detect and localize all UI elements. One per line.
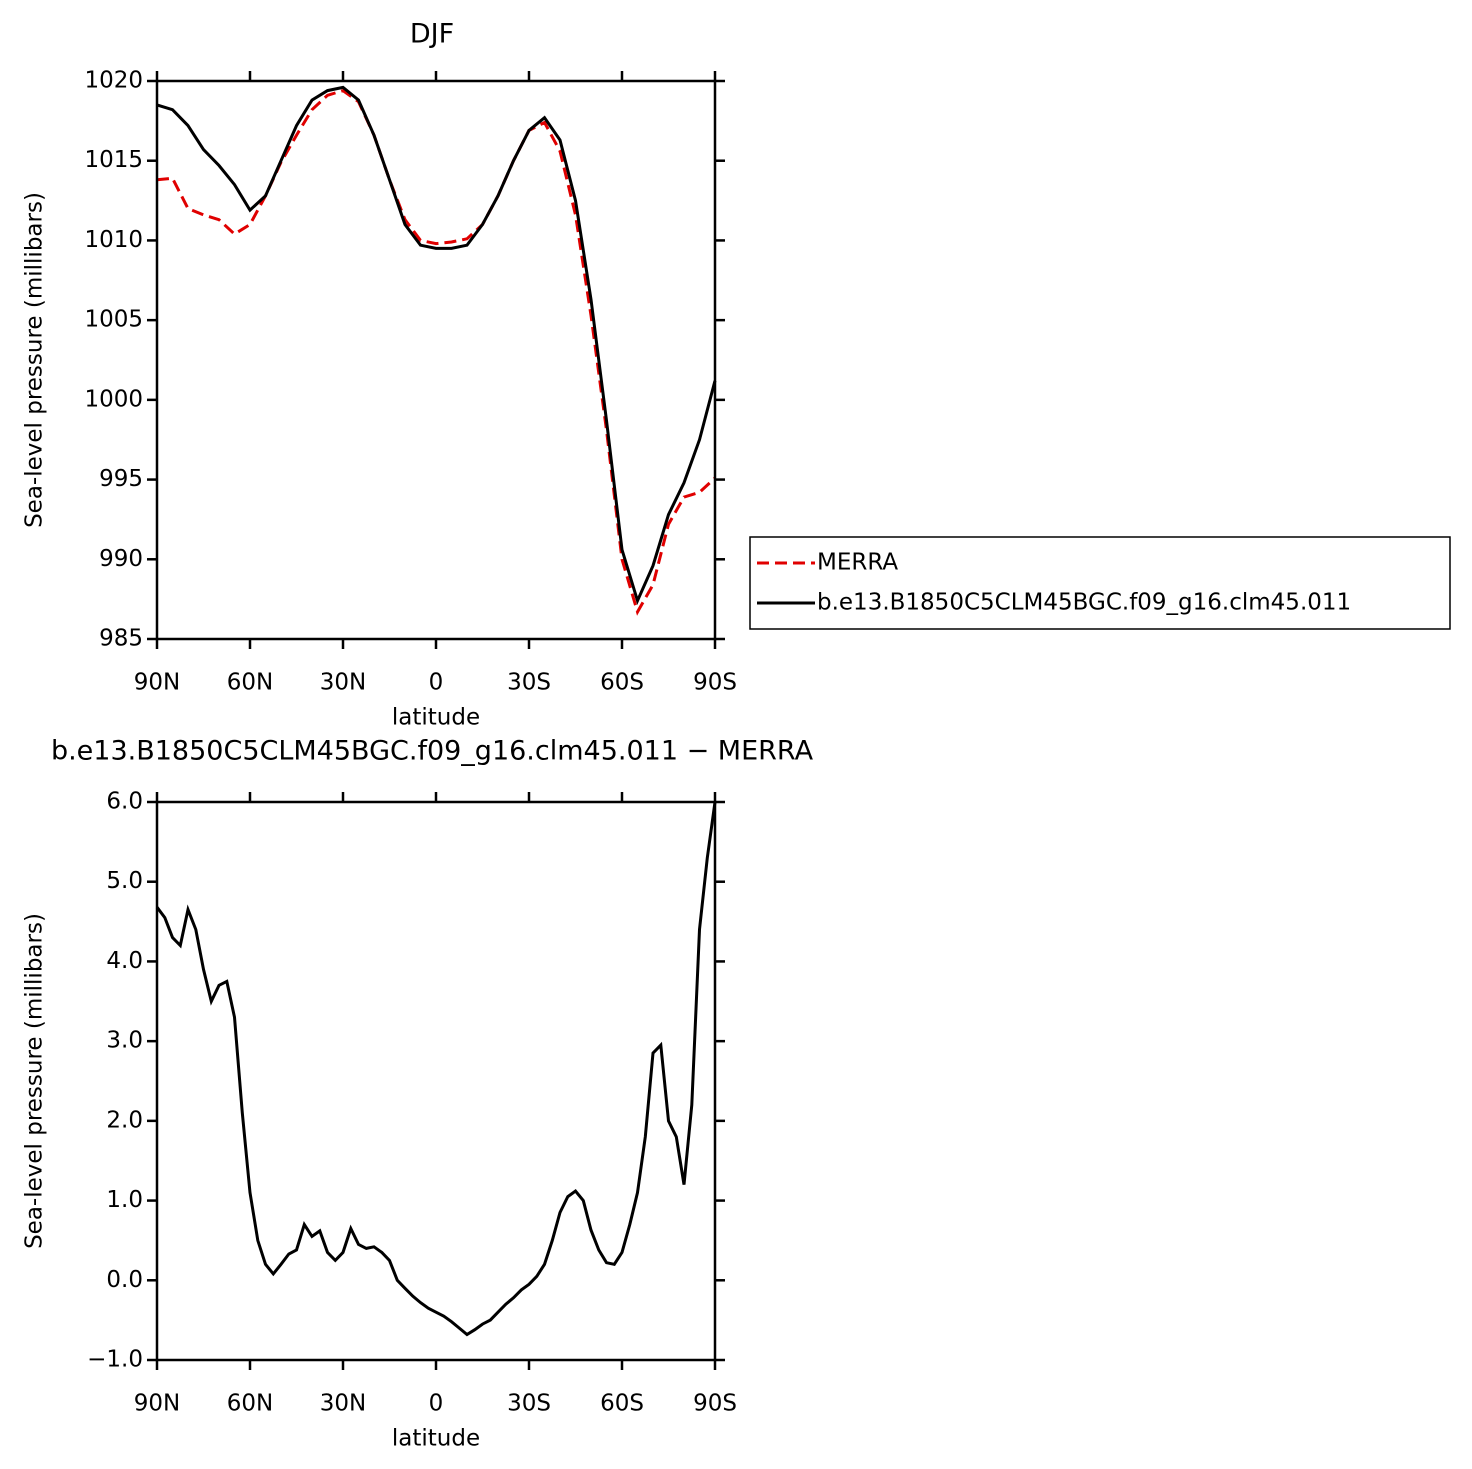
x-tick-label: 0 bbox=[429, 1391, 444, 1417]
y-axis-label: Sea-level pressure (millibars) bbox=[22, 913, 48, 1249]
y-tick-label: 2.0 bbox=[106, 1107, 143, 1133]
y-tick-label: 995 bbox=[99, 466, 143, 492]
y-tick-label: 5.0 bbox=[106, 868, 143, 894]
y-tick-label: 1015 bbox=[84, 147, 143, 173]
chart-title: DJF bbox=[410, 19, 454, 50]
x-tick-label: 90S bbox=[693, 670, 737, 696]
y-tick-label: 6.0 bbox=[106, 789, 143, 815]
x-tick-label: 90N bbox=[134, 1391, 180, 1417]
x-tick-label: 0 bbox=[429, 670, 444, 696]
plot-frame bbox=[155, 79, 717, 641]
y-tick-label: 1020 bbox=[84, 68, 143, 94]
x-tick-label: 30S bbox=[507, 670, 551, 696]
x-tick-label: 90S bbox=[693, 1391, 737, 1417]
x-tick-label: 60S bbox=[600, 1391, 644, 1417]
x-tick-label: 30N bbox=[320, 670, 366, 696]
legend-box bbox=[749, 536, 1451, 630]
chart-title: b.e13.B1850C5CLM45BGC.f09_g16.clm45.011 … bbox=[51, 736, 814, 767]
y-tick-label: 1010 bbox=[84, 227, 143, 253]
data-line bbox=[156, 88, 717, 616]
y-tick-label: 3.0 bbox=[106, 1028, 143, 1054]
x-tick-label: 30N bbox=[320, 1391, 366, 1417]
y-tick-label: 990 bbox=[99, 546, 143, 572]
y-axis-label: Sea-level pressure (millibars) bbox=[22, 192, 48, 528]
x-axis-label: latitude bbox=[392, 1426, 480, 1452]
data-line bbox=[155, 801, 717, 1337]
x-tick-label: 60S bbox=[600, 670, 644, 696]
y-tick-label: 1005 bbox=[84, 307, 143, 333]
x-tick-label: 30S bbox=[507, 1391, 551, 1417]
y-tick-label: 1000 bbox=[84, 386, 143, 412]
x-tick-label: 90N bbox=[134, 670, 180, 696]
y-tick-label: 0.0 bbox=[106, 1267, 143, 1293]
x-tick-label: 60N bbox=[227, 1391, 273, 1417]
x-tick-label: 60N bbox=[227, 670, 273, 696]
y-tick-label: 985 bbox=[99, 626, 143, 652]
legend-label: MERRA bbox=[817, 550, 898, 576]
plot-frame bbox=[155, 800, 717, 1362]
legend-label: b.e13.B1850C5CLM45BGC.f09_g16.clm45.011 bbox=[817, 590, 1351, 616]
y-tick-label: 4.0 bbox=[106, 948, 143, 974]
y-tick-label: −1.0 bbox=[87, 1347, 143, 1373]
y-tick-label: 1.0 bbox=[106, 1187, 143, 1213]
x-axis-label: latitude bbox=[392, 705, 480, 731]
data-line bbox=[156, 85, 717, 605]
